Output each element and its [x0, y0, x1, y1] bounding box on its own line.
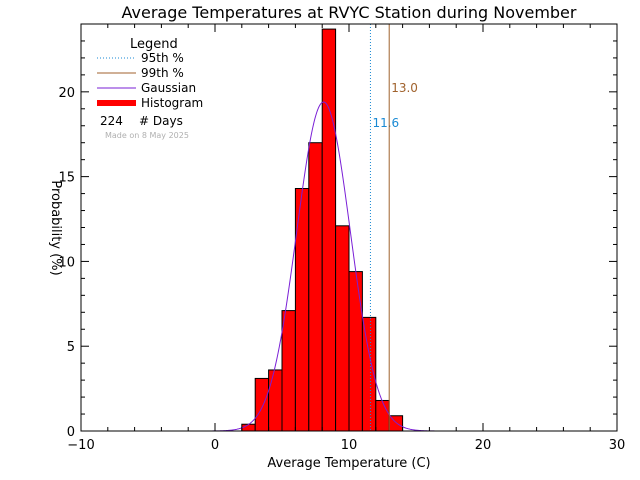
legend-days-count: 224 [100, 114, 123, 128]
legend-label-1: 99th % [141, 66, 184, 80]
y-tick-label: 20 [58, 86, 75, 101]
histogram-bar-10 [375, 399, 390, 432]
made-on-note: Made on 8 May 2025 [105, 131, 189, 140]
x-tick-label: 20 [475, 438, 492, 453]
x-tick-label: 0 [211, 438, 219, 453]
percentile-layer: 11.6 13.0 [369, 24, 418, 431]
gaussian-layer [202, 101, 444, 432]
legend-label-2: Gaussian [141, 81, 196, 95]
x-axis-label: Average Temperature (C) [267, 456, 430, 471]
y-tick-label: 15 [58, 171, 75, 186]
histogram-bar-6 [321, 28, 337, 432]
percentile-label-1: 13.0 [391, 81, 418, 95]
histogram-bars [241, 28, 404, 432]
x-tick-label: 30 [609, 438, 626, 453]
y-axis-label: Probability (%) [48, 180, 63, 275]
legend-label-3: Histogram [141, 96, 203, 110]
legend-days-label: # Days [139, 114, 183, 128]
histogram-bar-5 [308, 142, 323, 432]
gaussian-curve [202, 101, 444, 432]
percentile-label-0: 11.6 [372, 116, 399, 130]
histogram-bar-0 [241, 423, 256, 432]
histogram-bar-8 [348, 271, 363, 432]
histogram-bar-1 [254, 377, 270, 432]
y-tick-label: 5 [67, 340, 75, 355]
histogram-bar-7 [335, 225, 350, 432]
histogram-bar-3 [281, 310, 296, 432]
chart-title: Average Temperatures at RVYC Station dur… [122, 3, 577, 22]
y-tick-label: 0 [67, 425, 75, 440]
legend-title: Legend [130, 37, 178, 52]
x-tick-label: 10 [341, 438, 358, 453]
y-tick-label: 10 [58, 255, 75, 270]
histogram-bar-2 [268, 369, 283, 432]
legend-label-0: 95th % [141, 51, 184, 65]
x-tick-label: −10 [67, 438, 94, 453]
